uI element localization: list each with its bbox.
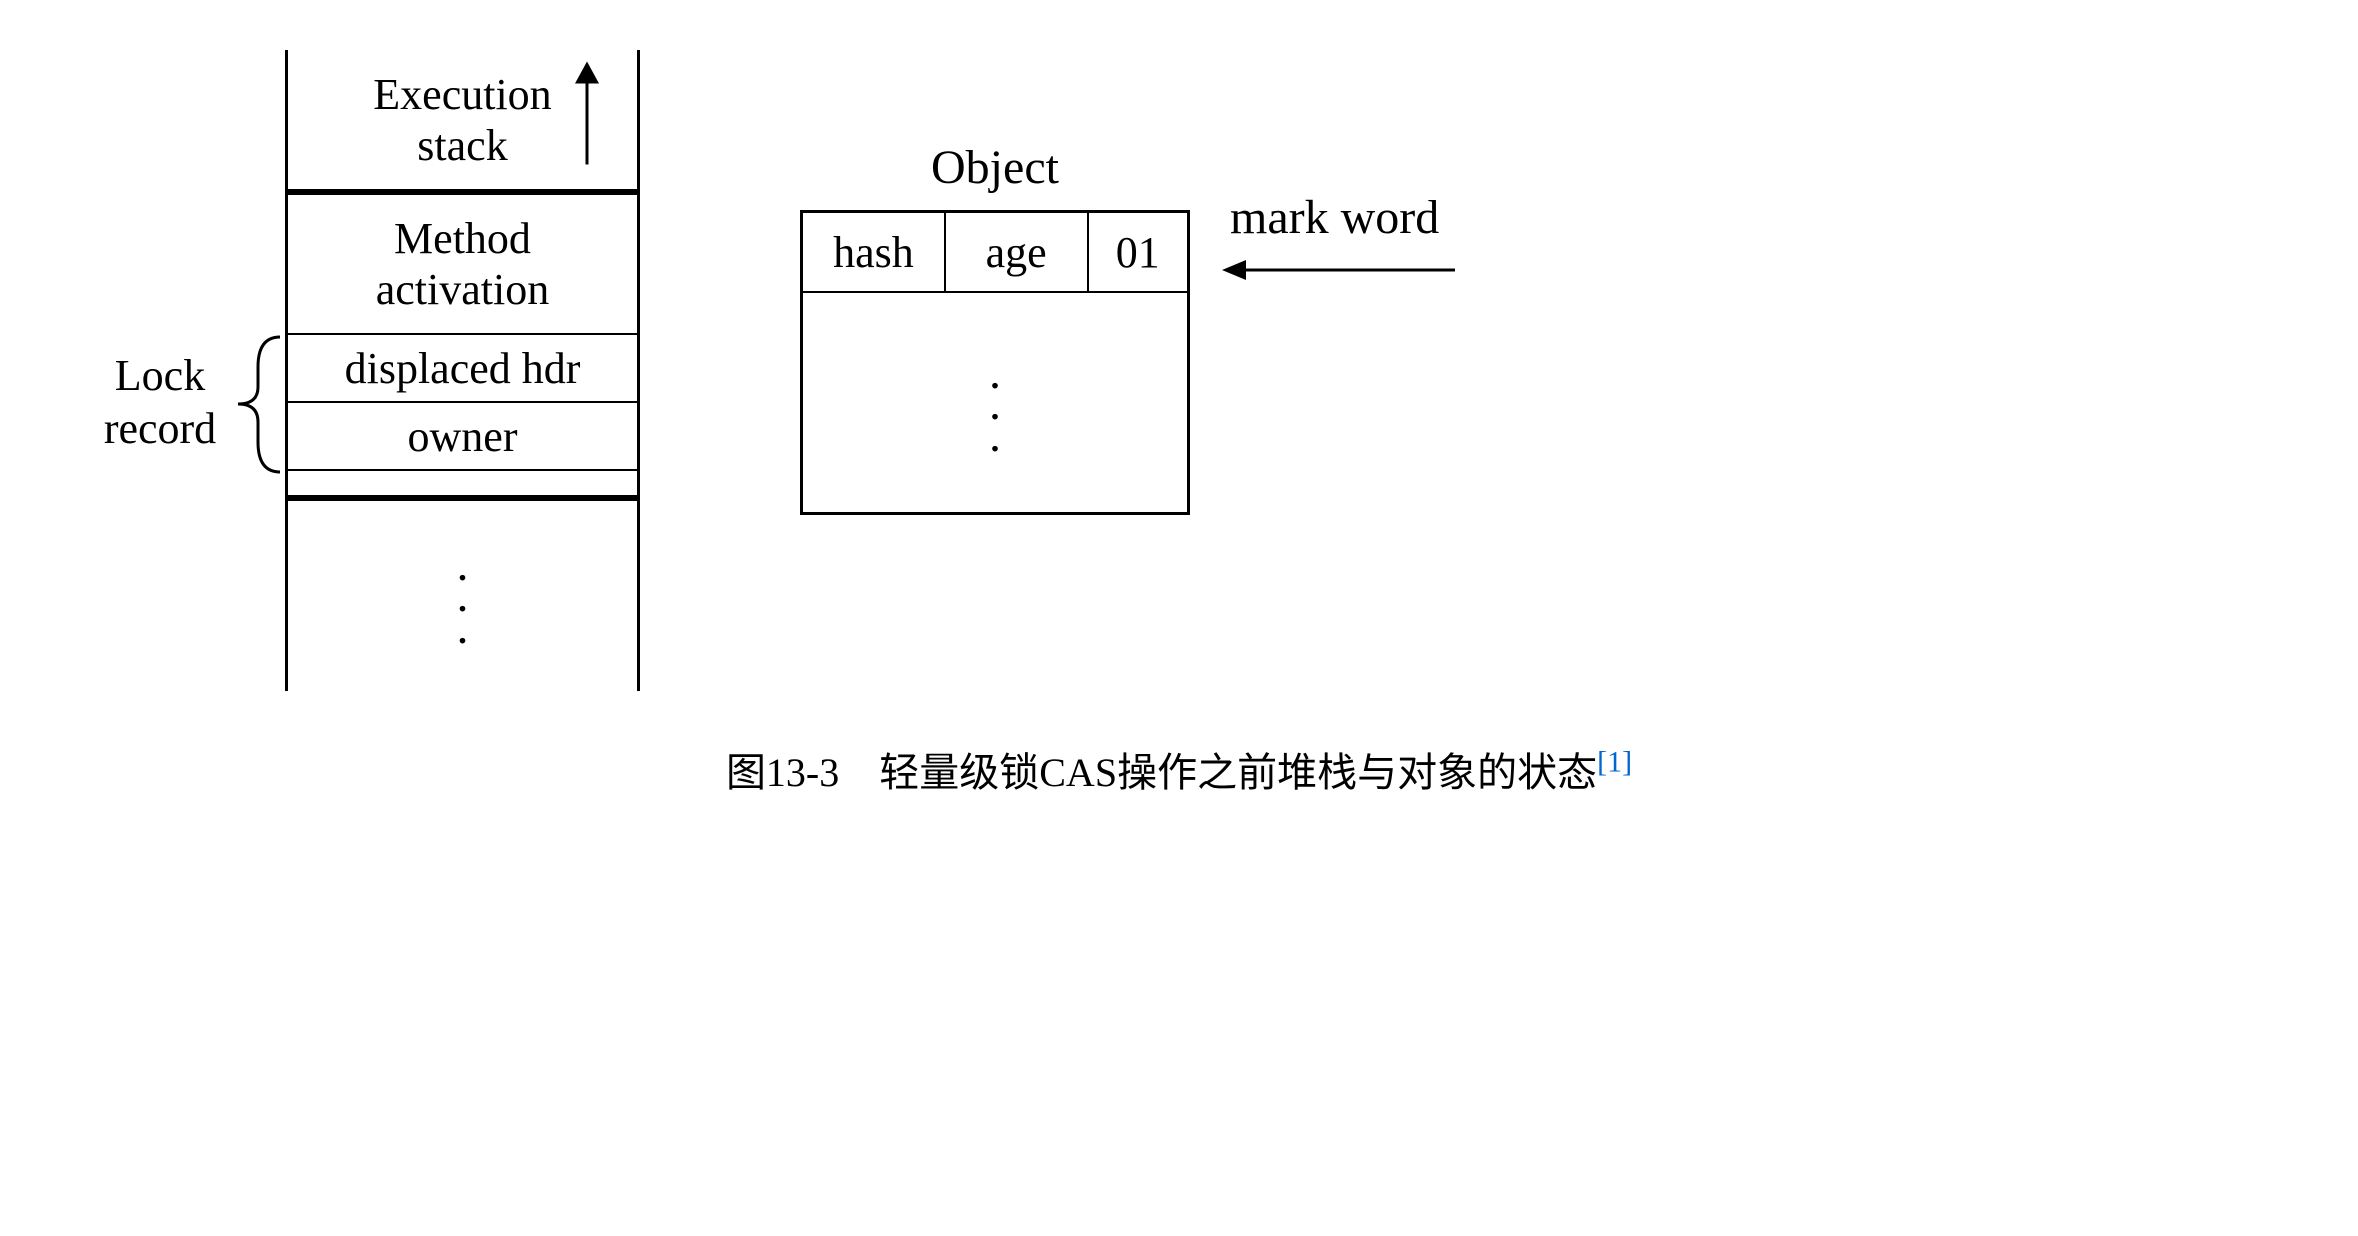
diagram-container: Execution stack Method activation displa… <box>0 0 2358 1236</box>
object-header-row: hash age 01 <box>803 213 1187 293</box>
stack-row-gap <box>288 471 637 501</box>
exec-line1: Execution <box>373 70 551 119</box>
figure-caption: 图13-3 轻量级锁CAS操作之前堆栈与对象的状态[1] <box>0 740 2358 798</box>
object-box: hash age 01 ... <box>800 210 1190 515</box>
stack-row-ellipsis: ... <box>288 501 637 691</box>
object-header-tag: 01 <box>1089 213 1187 291</box>
object-body: ... <box>803 293 1187 515</box>
displaced-hdr-label: displaced hdr <box>345 344 581 393</box>
lock-line1: Lock <box>115 351 205 400</box>
exec-line2: stack <box>417 121 507 170</box>
vertical-dots-icon: ... <box>457 549 469 643</box>
stack-row-execution: Execution stack <box>288 50 637 195</box>
method-line2: activation <box>376 265 550 314</box>
object-title: Object <box>800 140 1190 195</box>
lock-record-label: Lock record <box>90 350 230 456</box>
exec-stack-label: Execution stack <box>373 69 551 171</box>
object-header-hash: hash <box>803 213 946 291</box>
stack-row-owner: owner <box>288 403 637 471</box>
owner-label: owner <box>408 412 518 461</box>
up-arrow-icon <box>567 59 607 180</box>
curly-brace-icon <box>230 332 285 482</box>
method-line1: Method <box>394 214 531 263</box>
stack-row-method: Method activation <box>288 195 637 335</box>
execution-stack-block: Execution stack Method activation displa… <box>285 50 640 691</box>
lock-line2: record <box>104 404 216 453</box>
stack-row-displaced-hdr: displaced hdr <box>288 335 637 403</box>
mark-word-label: mark word <box>1230 190 1439 245</box>
object-vertical-dots-icon: ... <box>989 357 1001 451</box>
method-activation-label: Method activation <box>376 213 550 315</box>
caption-citation: [1] <box>1597 746 1632 779</box>
caption-text: 图13-3 轻量级锁CAS操作之前堆栈与对象的状态 <box>726 750 1597 795</box>
object-header-age: age <box>946 213 1089 291</box>
left-arrow-icon <box>1220 255 1460 290</box>
